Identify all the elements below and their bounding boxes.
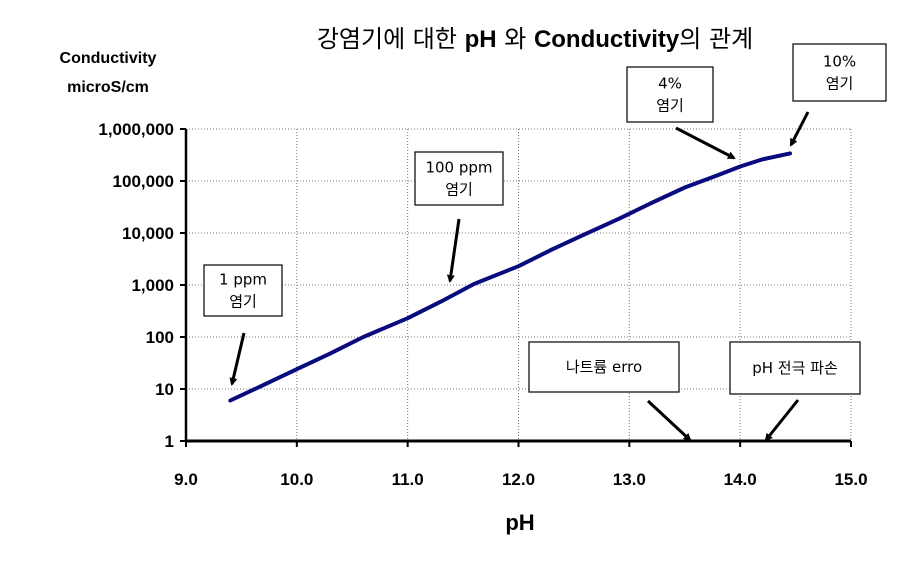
callout-text: 1 ppm bbox=[219, 271, 267, 289]
callout-arrow bbox=[789, 111, 810, 147]
callout-text: 100 ppm bbox=[425, 159, 492, 177]
x-tick-label: 10.0 bbox=[280, 470, 313, 489]
y-tick-label: 100,000 bbox=[113, 172, 174, 191]
callout-arrow bbox=[675, 126, 736, 160]
callout-text: 10% bbox=[823, 53, 856, 71]
tick-labels: 9.0 10.0 11.0 12.0 13.0 14.0 15.0 1 10 100 1,000 10… bbox=[98, 120, 867, 489]
callout-text: 나트륨 erro bbox=[566, 358, 642, 376]
y-axis-label-line-1: Conductivity bbox=[60, 50, 157, 67]
x-axis-label: pH bbox=[505, 510, 534, 535]
y-axis-label-line-2: microS/cm bbox=[67, 79, 149, 96]
chart-title: 강염기에 대한 pH 와 Conductivity의 관계 bbox=[317, 25, 753, 53]
x-tick-label: 9.0 bbox=[174, 470, 198, 489]
callout-text: 4% bbox=[658, 75, 682, 93]
callout-arrow bbox=[646, 399, 692, 442]
series-line bbox=[228, 151, 792, 403]
callout-box bbox=[203, 264, 283, 317]
callout-box bbox=[528, 341, 680, 393]
y-tick-label: 10 bbox=[155, 380, 174, 399]
callout-box bbox=[414, 151, 504, 206]
y-tick-label: 1,000,000 bbox=[98, 120, 174, 139]
x-tick-label: 13.0 bbox=[613, 470, 646, 489]
callout-box bbox=[729, 341, 861, 395]
callout-arrow bbox=[229, 332, 246, 386]
x-tick-label: 11.0 bbox=[392, 470, 424, 489]
y-tick-label: 10,000 bbox=[122, 224, 174, 243]
annotation-callout: 나트륨 erro bbox=[528, 341, 692, 442]
grid bbox=[186, 128, 852, 441]
annotation-callout: 1 ppm 염기 bbox=[203, 264, 283, 386]
axes bbox=[180, 128, 852, 447]
series bbox=[228, 151, 792, 403]
callout-box bbox=[792, 43, 887, 102]
callout-text: 염기 bbox=[445, 181, 473, 199]
annotation-callout: 4% 염기 bbox=[626, 66, 736, 160]
annotation-callout: 100 ppm 염기 bbox=[414, 151, 504, 283]
callout-text: pH 전극 파손 bbox=[752, 359, 838, 377]
callout-arrow bbox=[764, 399, 800, 442]
callout-box bbox=[626, 66, 714, 123]
x-tick-label: 15.0 bbox=[834, 470, 867, 489]
callout-text: 염기 bbox=[229, 293, 257, 311]
callout-text: 염기 bbox=[656, 97, 684, 115]
y-tick-label: 100 bbox=[146, 328, 174, 347]
x-tick-label: 14.0 bbox=[724, 470, 757, 489]
annotation-callout: 10% 염기 bbox=[789, 43, 887, 147]
x-tick-label: 12.0 bbox=[502, 470, 535, 489]
callout-text: 염기 bbox=[826, 75, 854, 93]
callout-arrow bbox=[446, 218, 461, 283]
y-tick-label: 1,000 bbox=[131, 276, 174, 295]
annotation-callout: pH 전극 파손 bbox=[729, 341, 861, 442]
y-tick-label: 1 bbox=[165, 432, 174, 451]
